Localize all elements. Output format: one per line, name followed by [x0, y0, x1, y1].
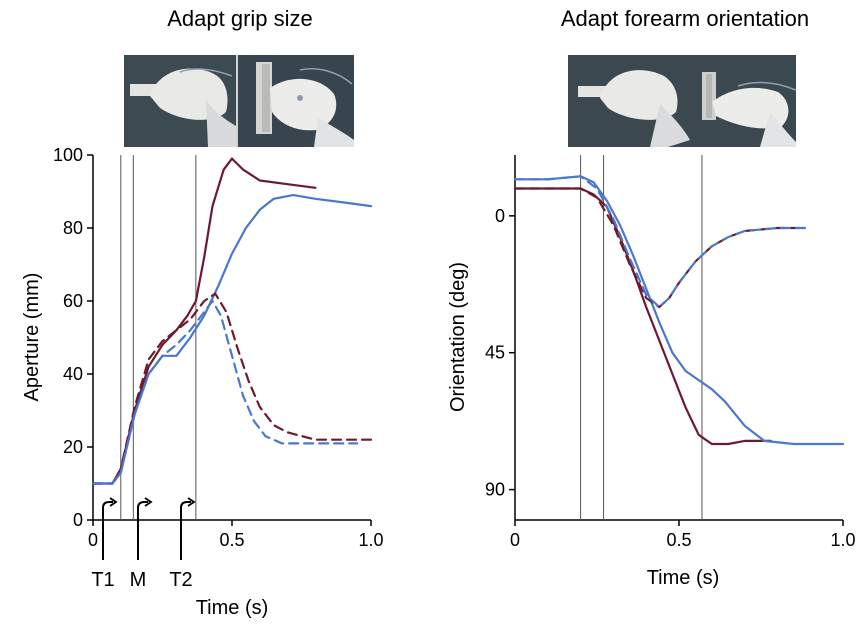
y-tick-label: 0 — [73, 510, 83, 530]
y-tick-label: 0 — [495, 206, 505, 226]
forearm-rotation-photo — [568, 55, 797, 147]
x-ticks: 0 0.5 1.0 — [510, 520, 856, 550]
event-marker-arrow — [137, 501, 148, 560]
y-ticks: 0 45 90 — [485, 206, 515, 500]
x-tick-label: 0.5 — [219, 530, 244, 550]
series-solid-line — [91, 194, 373, 485]
plot-area: 0 20 40 60 80 100 0 0.5 1.0 T1 M T2 — [53, 145, 384, 591]
chart-grip-size: Adapt grip size 0 20 40 60 80 100 0 0.5 1.0 — [21, 6, 384, 619]
x-tick-label: 0.5 — [666, 530, 691, 550]
event-lines — [580, 155, 703, 520]
plot-area: 0 45 90 0 0.5 1.0 — [485, 155, 856, 550]
event-marker-arrow — [102, 501, 113, 560]
y-tick-label: 45 — [485, 343, 505, 363]
event-markers: T1 M T2 — [91, 497, 196, 591]
series-solid-line — [513, 187, 772, 446]
series-dashed-line — [513, 187, 799, 309]
y-axis-label: Aperture (mm) — [21, 273, 43, 402]
chart-title: Adapt grip size — [167, 6, 313, 31]
y-tick-label: 40 — [63, 364, 83, 384]
series-lines — [513, 175, 845, 446]
arrow-head-icon — [144, 497, 153, 507]
hand-grasping-photo — [124, 55, 354, 147]
y-tick-label: 90 — [485, 480, 505, 500]
series-lines — [91, 157, 373, 485]
y-tick-label: 60 — [63, 291, 83, 311]
series-dashed-line — [513, 175, 812, 309]
event-marker-arrow — [180, 501, 191, 560]
x-tick-label: 0 — [510, 530, 520, 550]
y-tick-label: 20 — [63, 437, 83, 457]
arrow-head-icon — [109, 497, 118, 507]
event-lines — [120, 155, 197, 520]
x-tick-label: 1.0 — [830, 530, 855, 550]
y-tick-label: 80 — [63, 218, 83, 238]
x-tick-label: 1.0 — [358, 530, 383, 550]
y-axis-label: Orientation (deg) — [447, 262, 469, 412]
x-axis-label: Time (s) — [647, 567, 720, 589]
x-axis-label: Time (s) — [196, 597, 269, 619]
x-ticks: 0 0.5 1.0 — [88, 520, 384, 550]
event-marker-label: M — [130, 569, 147, 591]
series-solid-line — [513, 175, 845, 446]
y-tick-label: 100 — [53, 145, 83, 165]
x-tick-label: 0 — [88, 530, 98, 550]
series-dashed-line — [91, 299, 359, 485]
event-marker-label: T2 — [169, 569, 192, 591]
arrow-head-icon — [187, 497, 196, 507]
y-ticks: 0 20 40 60 80 100 — [53, 145, 93, 530]
series-dashed-line — [91, 292, 373, 485]
event-marker-label: T1 — [91, 569, 114, 591]
chart-title: Adapt forearm orientation — [561, 6, 809, 31]
series-solid-line — [91, 157, 317, 485]
